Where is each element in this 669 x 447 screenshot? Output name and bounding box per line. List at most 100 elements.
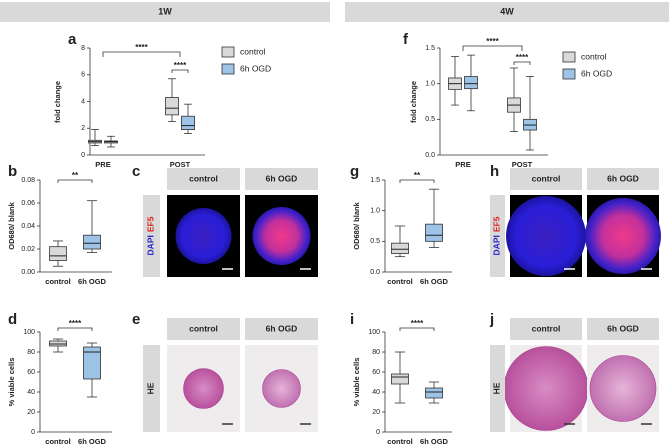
y-tick-label: 0.00 — [21, 269, 35, 276]
spheroid — [589, 355, 657, 422]
row-header — [143, 345, 160, 432]
header: 1W — [158, 6, 172, 16]
x-tick-label: control — [45, 437, 70, 446]
significance-label: **** — [411, 319, 424, 328]
row-label-part: HE — [492, 382, 502, 394]
y-axis-label: fold change — [409, 81, 418, 123]
column-header — [587, 318, 659, 340]
panel-letter: j — [489, 311, 494, 328]
y-axis-label: fold change — [53, 81, 62, 123]
column-header — [587, 168, 659, 190]
box — [425, 223, 443, 242]
legend-label: control — [240, 46, 266, 56]
spheroid — [262, 369, 301, 408]
y-tick-label: 20 — [372, 409, 380, 416]
legend-swatch — [562, 68, 576, 80]
row-label-part: DAPI — [146, 235, 156, 255]
box — [391, 373, 409, 385]
box — [83, 234, 101, 250]
significance-label: ** — [72, 171, 79, 180]
y-tick-label: 0.02 — [21, 246, 35, 253]
panel-letter: d — [8, 311, 17, 328]
significance-bracket — [171, 69, 189, 73]
x-tick-label: POST — [170, 160, 191, 169]
spheroid — [585, 198, 661, 274]
y-tick-label: 2 — [81, 125, 85, 132]
panel-letter: f — [403, 31, 409, 48]
column-label: 6h OGD — [266, 173, 298, 183]
x-tick-label: control — [387, 277, 412, 286]
column-header — [510, 168, 582, 190]
header: 4W — [500, 6, 514, 16]
panel-letter: g — [350, 163, 359, 180]
legend-swatch — [562, 51, 576, 63]
y-tick-label: 20 — [27, 409, 35, 416]
y-tick-label: 60 — [372, 369, 380, 376]
y-axis-label: OD680/ blank — [7, 201, 16, 249]
y-tick-label: 8 — [81, 45, 85, 52]
row-label-part: EF5 — [146, 216, 156, 232]
y-tick-label: 100 — [23, 329, 35, 336]
x-tick-label: POST — [512, 160, 533, 169]
column-label: control — [532, 323, 561, 333]
y-axis-label: % viable cells — [7, 358, 16, 407]
y-tick-label: 0 — [31, 429, 35, 436]
box — [181, 115, 195, 130]
x-tick-label: 6h OGD — [78, 277, 107, 286]
header-bar — [345, 2, 669, 22]
y-tick-label: 4 — [81, 98, 85, 105]
y-tick-label: 40 — [27, 389, 35, 396]
panel-letter: e — [132, 311, 140, 328]
y-tick-label: 0.0 — [370, 269, 380, 276]
column-label: control — [189, 323, 218, 333]
panel-letter: b — [8, 163, 17, 180]
row-label: DAPI EF5 — [146, 216, 156, 255]
column-header — [245, 318, 318, 340]
y-tick-label: 6 — [81, 72, 85, 79]
y-tick-label: 100 — [368, 329, 380, 336]
x-tick-label: PRE — [95, 160, 110, 169]
y-tick-label: 80 — [372, 349, 380, 356]
legend-swatch — [221, 63, 235, 75]
y-tick-label: 0.5 — [425, 116, 435, 123]
column-label: control — [532, 173, 561, 183]
y-tick-label: 80 — [27, 349, 35, 356]
significance-label: ** — [414, 171, 421, 180]
x-tick-label: control — [387, 437, 412, 446]
box — [464, 76, 478, 90]
row-label: DAPI EF5 — [492, 216, 502, 255]
y-tick-label: 0.0 — [425, 152, 435, 159]
y-tick-label: 40 — [372, 389, 380, 396]
y-tick-label: 0.06 — [21, 200, 35, 207]
row-label: HE — [146, 382, 156, 394]
significance-bracket — [399, 179, 435, 183]
spheroid — [183, 368, 224, 409]
legend-label: 6h OGD — [240, 63, 271, 73]
spheroid — [503, 346, 589, 431]
box — [165, 97, 179, 116]
significance-label: **** — [486, 37, 499, 46]
y-tick-label: 0.04 — [21, 223, 35, 230]
y-tick-label: 0.08 — [21, 177, 35, 184]
row-label-part: HE — [146, 382, 156, 394]
row-header — [490, 195, 505, 277]
row-label: HE — [492, 382, 502, 394]
y-tick-label: 1.5 — [425, 45, 435, 52]
y-tick-label: 0 — [376, 429, 380, 436]
y-tick-label: 1.0 — [370, 208, 380, 215]
box — [83, 346, 101, 380]
box — [49, 246, 67, 261]
x-tick-label: PRE — [455, 160, 470, 169]
y-tick-label: 1.5 — [370, 177, 380, 184]
row-header — [143, 195, 160, 277]
significance-bracket — [399, 327, 435, 331]
spheroid — [506, 196, 586, 276]
spheroid — [175, 208, 232, 264]
spheroid — [252, 207, 311, 265]
panel-letter: a — [68, 31, 77, 48]
column-label: 6h OGD — [607, 173, 639, 183]
significance-label: **** — [69, 319, 82, 328]
column-label: 6h OGD — [266, 323, 298, 333]
significance-label: **** — [174, 61, 187, 70]
